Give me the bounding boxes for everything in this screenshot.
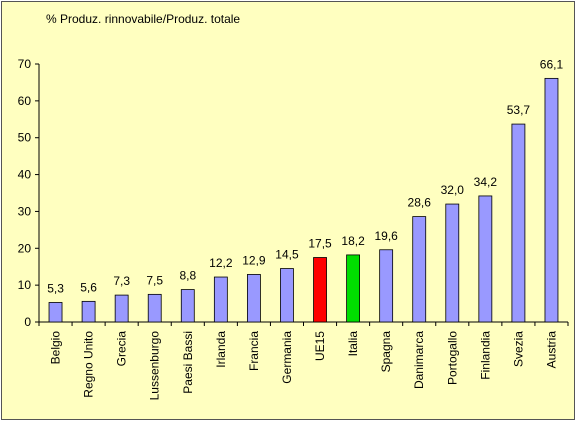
category-label: Lussenburgo bbox=[148, 331, 162, 401]
bar-svezia bbox=[511, 123, 526, 323]
bar-portogallo bbox=[445, 203, 460, 323]
data-label: 18,2 bbox=[341, 234, 365, 248]
category-label: Germania bbox=[280, 331, 294, 384]
data-label: 5,3 bbox=[47, 281, 64, 295]
data-label: 66,1 bbox=[540, 57, 564, 71]
bar-austria bbox=[544, 77, 559, 323]
category-label: Italia bbox=[346, 331, 360, 357]
data-label: 28,6 bbox=[408, 196, 432, 210]
data-label: 14,5 bbox=[275, 248, 299, 262]
y-tick-label: 30 bbox=[18, 204, 32, 218]
data-label: 53,7 bbox=[507, 103, 531, 117]
category-label: UE15 bbox=[313, 331, 327, 361]
y-tick-label: 40 bbox=[18, 168, 32, 182]
bar-finlandia bbox=[478, 195, 493, 323]
y-tick-label: 20 bbox=[18, 241, 32, 255]
y-tick-label: 50 bbox=[18, 131, 32, 145]
category-label: Finlandia bbox=[478, 331, 492, 380]
bar-italia bbox=[346, 254, 360, 323]
data-label: 12,9 bbox=[242, 253, 266, 267]
data-label: 7,5 bbox=[146, 273, 163, 287]
data-label: 8,8 bbox=[179, 269, 196, 283]
data-label: 17,5 bbox=[308, 237, 332, 251]
category-label: Regno Unito bbox=[82, 331, 96, 398]
category-label: Irlanda bbox=[214, 331, 228, 368]
y-tick-label: 0 bbox=[24, 315, 31, 329]
data-label: 34,2 bbox=[474, 175, 498, 189]
data-label: 5,6 bbox=[80, 280, 97, 294]
category-label: Portogallo bbox=[445, 331, 459, 385]
category-label: Danimarca bbox=[412, 331, 426, 389]
y-tick-label: 10 bbox=[18, 278, 32, 292]
data-label: 32,0 bbox=[441, 183, 465, 197]
bar-francia bbox=[247, 274, 261, 323]
bar-irlanda bbox=[213, 276, 228, 323]
bar-paesi-bassi bbox=[180, 289, 195, 323]
data-label: 19,6 bbox=[374, 229, 398, 243]
category-label: Paesi Bassi bbox=[181, 331, 195, 394]
y-tick-label: 60 bbox=[18, 94, 32, 108]
bar-lussenburgo bbox=[147, 293, 162, 323]
y-tick-label: 70 bbox=[18, 57, 32, 71]
data-label: 7,3 bbox=[113, 274, 130, 288]
data-label: 12,2 bbox=[209, 256, 233, 270]
category-label: Austria bbox=[544, 331, 558, 369]
bar-ue15 bbox=[313, 257, 327, 323]
bar-spagna bbox=[379, 249, 394, 323]
category-label: Francia bbox=[247, 331, 261, 371]
bar-germania bbox=[280, 268, 294, 323]
category-label: Svezia bbox=[511, 331, 525, 367]
category-label: Spagna bbox=[379, 331, 393, 373]
category-label: Grecia bbox=[115, 331, 129, 367]
bar-grecia bbox=[114, 294, 129, 323]
category-label: Belgio bbox=[49, 331, 63, 365]
bar-danimarca bbox=[412, 216, 427, 323]
bar-regno-unito bbox=[81, 300, 96, 323]
y-axis-title: % Produz. rinnovabile/Produz. totale bbox=[46, 12, 241, 26]
bar-belgio bbox=[48, 302, 63, 323]
